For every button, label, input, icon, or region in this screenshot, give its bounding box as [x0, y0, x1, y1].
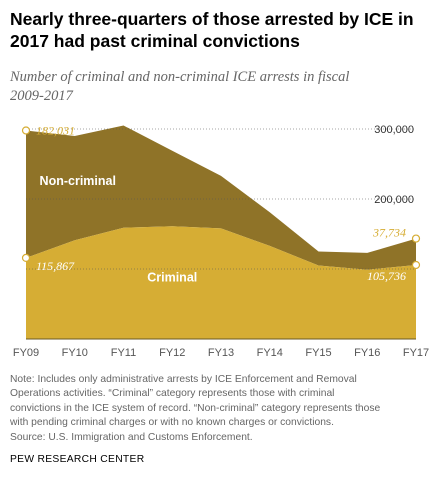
- chart-note: Note: Includes only administrative arres…: [10, 373, 435, 445]
- chart-title-line-1: Nearly three-quarters of those arrested …: [10, 9, 414, 29]
- x-tick-label-fy14: FY14: [257, 347, 283, 359]
- chart-subtitle: Number of criminal and non-criminal ICE …: [10, 68, 430, 106]
- endpoint-marker-0: [21, 126, 31, 135]
- note-line-1: Note: Includes only administrative arres…: [10, 374, 357, 385]
- y-tick-label-0: 300,000: [374, 124, 414, 136]
- value-annotation-2: 37,734: [372, 226, 406, 240]
- x-tick-label-fy16: FY16: [354, 347, 380, 359]
- value-annotation-1: 115,867: [36, 259, 75, 273]
- endpoint-marker-1: [21, 253, 31, 262]
- x-tick-label-fy17: FY17: [403, 347, 429, 359]
- x-tick-label-fy11: FY11: [111, 347, 136, 359]
- value-annotation-3: 105,736: [367, 269, 406, 283]
- organization-credit: PEW RESEARCH CENTER: [10, 454, 145, 465]
- endpoint-marker-3: [411, 260, 421, 270]
- note-line-3: convictions in the ICE system of record.…: [10, 402, 381, 414]
- x-tick-label-fy10: FY10: [62, 347, 88, 359]
- noncriminal-area: [26, 125, 416, 270]
- area-label-noncriminal: Non-criminal: [40, 174, 116, 188]
- area-label-criminal: Criminal: [147, 271, 197, 285]
- note-line-4: with pending criminal charges or with no…: [10, 417, 334, 429]
- x-tick-label-fy13: FY13: [208, 347, 234, 359]
- chart-subtitle-line-2: 2009-2017: [10, 88, 73, 104]
- note-line-2: Operations activities. “Criminal” catego…: [10, 388, 335, 400]
- y-tick-label-1: 200,000: [374, 194, 414, 206]
- criminal-area: [26, 226, 416, 339]
- x-tick-label-fy09: FY09: [13, 347, 39, 359]
- endpoint-marker-2: [411, 234, 421, 243]
- chart-title-line-2: 2017 had past criminal convictions: [10, 31, 300, 51]
- chart-title: Nearly three-quarters of those arrested …: [10, 8, 430, 52]
- value-annotation-0: 182,031: [36, 123, 75, 137]
- x-tick-label-fy15: FY15: [305, 347, 331, 359]
- chart-subtitle-line-1: Number of criminal and non-criminal ICE …: [10, 69, 350, 85]
- note-line-5: Source: U.S. Immigration and Customs Enf…: [10, 431, 253, 443]
- x-tick-label-fy12: FY12: [159, 347, 185, 359]
